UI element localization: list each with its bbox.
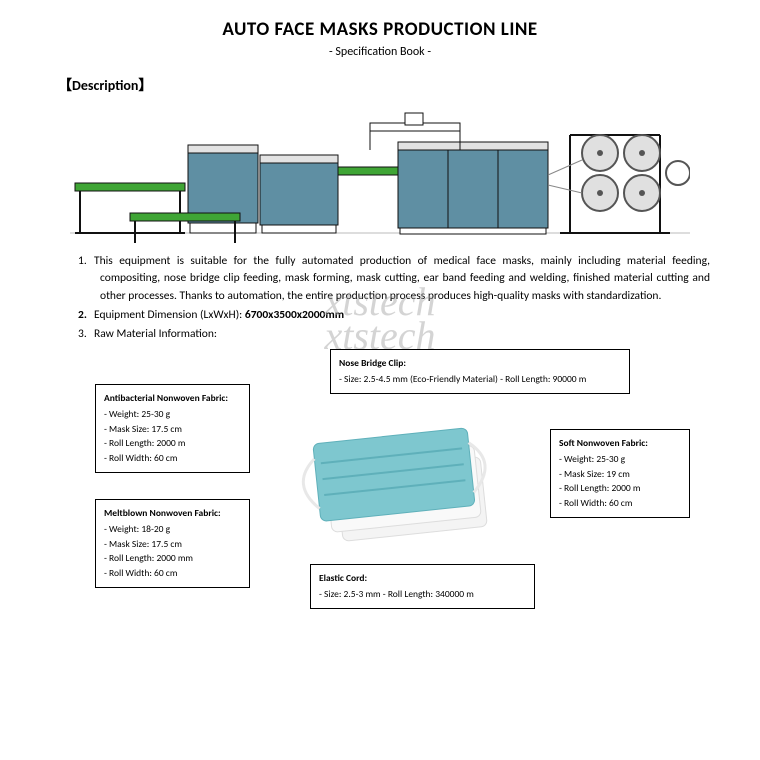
description-list: 1.This equipment is suitable for the ful… [40,253,720,343]
page-title: AUTO FACE MASKS PRODUCTION LINE [40,18,720,41]
box-elastic-cord: Elastic Cord: - Size: 2.5-3 mm - Roll Le… [310,564,535,608]
box-soft-nonwoven: Soft Nonwoven Fabric: - Weight: 25-30 g … [550,429,690,518]
materials-area: Antibacterial Nonwoven Fabric: - Weight:… [40,349,720,649]
box-antibacterial: Antibacterial Nonwoven Fabric: - Weight:… [95,384,250,473]
mask-illustration [295,404,525,554]
machine-diagram [70,105,690,245]
page-subtitle: - Specification Book - [40,45,720,59]
list-item-2: 2.Equipment Dimension (LxWxH): 6700x3500… [100,307,710,324]
list-item-1: 1.This equipment is suitable for the ful… [100,253,710,305]
box-nose-bridge: Nose Bridge Clip: - Size: 2.5-4.5 mm (Ec… [330,349,630,393]
list-item-3: 3.Raw Material Information: [100,326,710,343]
box-meltblown: Meltblown Nonwoven Fabric: - Weight: 18-… [95,499,250,588]
section-description-heading: 【Description】 [58,75,720,95]
